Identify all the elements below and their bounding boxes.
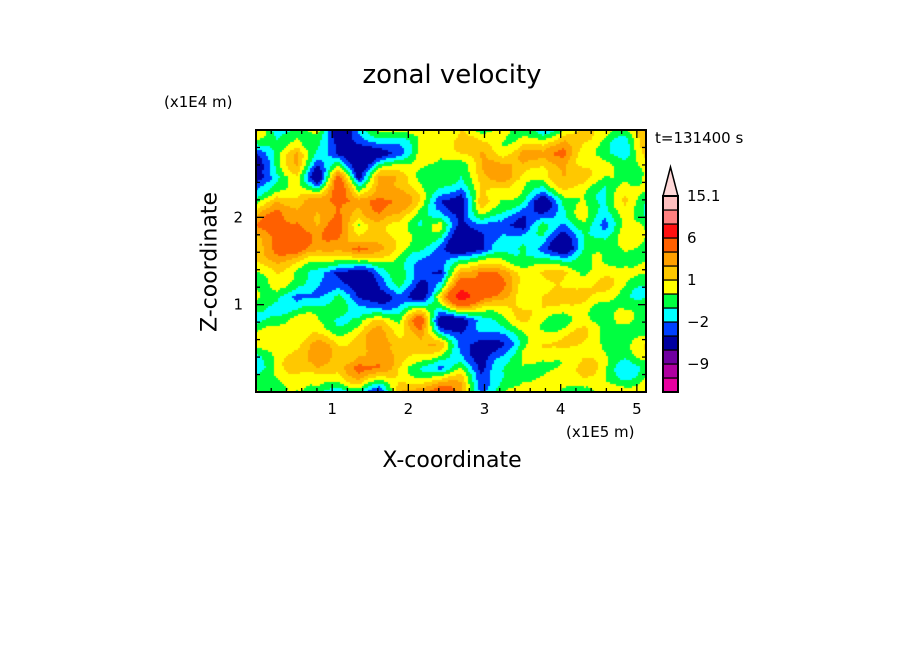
colorbar-label: 6 [687, 229, 697, 247]
y-tick-label: 1 [233, 296, 243, 314]
colorbar-extend-triangle [662, 164, 679, 197]
colorbar-segment [662, 349, 679, 365]
plot-frame [255, 129, 647, 393]
chart-title: zonal velocity [362, 60, 542, 90]
colorbar-segment [662, 237, 679, 253]
colorbar-segment [662, 321, 679, 337]
colorbar-segment [662, 335, 679, 351]
colorbar-segment [662, 265, 679, 281]
colorbar-segment [662, 363, 679, 379]
contour-field [256, 130, 646, 392]
x-tick-label: 1 [327, 400, 337, 418]
colorbar-segment [662, 377, 679, 393]
colorbar-segment [662, 209, 679, 225]
colorbar-segment [662, 195, 679, 211]
colorbar-label: 15.1 [687, 187, 720, 205]
colorbar-segment [662, 293, 679, 309]
colorbar-label: −9 [687, 355, 709, 373]
y-tick-label: 2 [233, 208, 243, 226]
x-tick-label: 3 [480, 400, 490, 418]
x-tick-label: 5 [632, 400, 642, 418]
colorbar-segment [662, 251, 679, 267]
y-axis-unit: (x1E4 m) [164, 93, 233, 111]
colorbar-segment [662, 307, 679, 323]
x-tick-label: 2 [404, 400, 414, 418]
colorbar-label: 1 [687, 271, 697, 289]
colorbar-frame [662, 195, 679, 393]
x-axis-label: X-coordinate [382, 448, 522, 473]
colorbar-segment [662, 223, 679, 239]
x-tick-label: 4 [556, 400, 566, 418]
x-axis-unit: (x1E5 m) [566, 423, 635, 441]
colorbar-label: −2 [687, 313, 709, 331]
time-label: t=131400 s [655, 129, 744, 147]
colorbar-segment [662, 279, 679, 295]
